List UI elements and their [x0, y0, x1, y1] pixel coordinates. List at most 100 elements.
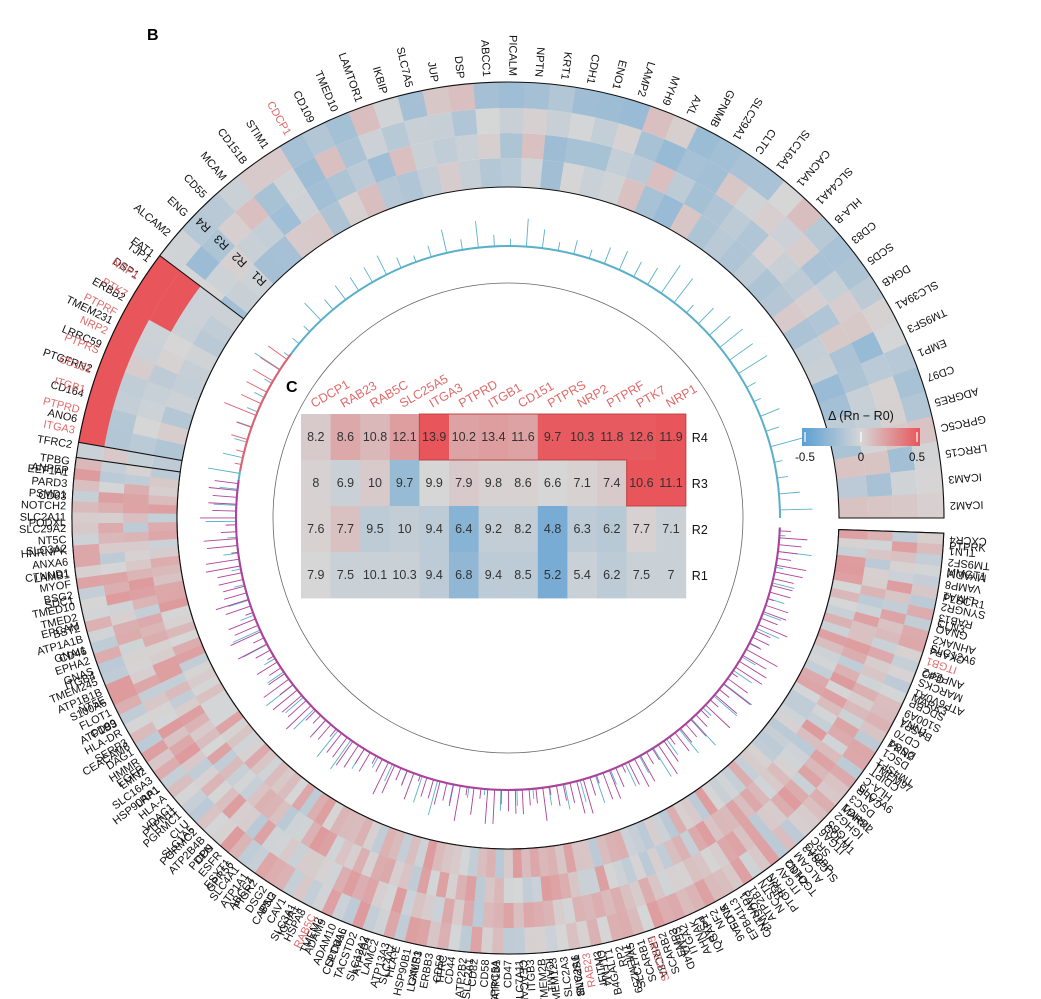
circ-cell — [360, 877, 380, 905]
cell-value-label: 8.6 — [337, 430, 354, 444]
circ-cell — [291, 782, 316, 812]
cell-value-label: 5.2 — [544, 568, 561, 582]
circ-cell — [164, 680, 192, 701]
dendrogram-leaf — [548, 786, 553, 806]
dendrogram-leaf — [624, 763, 637, 787]
dendrogram-leaf — [778, 544, 802, 548]
circ-cell — [431, 841, 446, 872]
circ-cell — [279, 133, 315, 169]
circ-cell — [236, 838, 262, 867]
circ-cell — [272, 863, 296, 892]
dendrogram-leaf — [647, 267, 658, 285]
circ-cell — [878, 683, 907, 705]
circ-cell — [842, 699, 870, 721]
circ-cell — [100, 561, 127, 575]
circ-cell — [123, 540, 150, 553]
circ-cell — [123, 483, 150, 496]
heatmap-cell — [567, 506, 598, 553]
circ-cell — [634, 820, 655, 851]
circ-cell — [124, 712, 153, 735]
circ-cell — [670, 834, 692, 862]
circ-cell — [479, 158, 502, 189]
circ-cell — [72, 533, 99, 546]
dendrogram-leaf — [521, 789, 524, 815]
circ-cell — [159, 764, 188, 790]
circ-cell — [618, 98, 651, 131]
circ-cell — [378, 857, 397, 884]
dendrogram-leaf — [595, 775, 606, 803]
circ-cell — [801, 795, 829, 822]
dendrogram-leaf — [267, 345, 288, 360]
circ-cell — [190, 674, 221, 697]
circ-cell — [321, 801, 344, 831]
cell-value-label: 6.3 — [574, 522, 591, 536]
circ-cell — [645, 900, 666, 929]
circ-cell — [256, 754, 284, 783]
gene-label: TFRC — [434, 954, 450, 985]
circ-cell — [77, 584, 106, 601]
circ-cell — [123, 493, 149, 505]
circ-cell — [778, 748, 804, 773]
circ-cell — [619, 826, 638, 858]
circ-cell — [915, 466, 944, 495]
circ-cell — [783, 317, 819, 351]
circ-cell — [388, 860, 406, 887]
circ-cell — [165, 620, 197, 639]
dendrogram-leaf — [375, 759, 383, 772]
circ-cell — [464, 875, 477, 902]
circ-cell — [720, 862, 745, 891]
circ-cell — [123, 502, 149, 514]
heatmap-cell — [389, 506, 420, 553]
gene-label: NPTN — [532, 47, 546, 78]
cell-value-label: 6.6 — [544, 476, 561, 490]
circ-cell — [301, 122, 337, 157]
circ-cell — [157, 717, 184, 740]
circ-cell — [416, 164, 444, 198]
heatmap-cell — [301, 506, 331, 553]
dendrogram-leaf — [217, 572, 242, 579]
circ-cell — [890, 550, 917, 564]
circ-cell — [739, 787, 764, 813]
circ-cell — [325, 834, 346, 862]
circ-cell — [683, 181, 716, 215]
circ-cell — [252, 819, 277, 846]
dendrogram-leaf — [207, 467, 240, 474]
circ-cell — [306, 792, 330, 822]
cell-value-label: 10.2 — [452, 430, 476, 444]
dendrogram-leaf — [279, 684, 294, 696]
cell-value-label: 7.1 — [574, 476, 591, 490]
cell-value-label: 5.4 — [574, 568, 591, 582]
circ-cell — [611, 829, 630, 860]
circ-cell — [180, 749, 207, 774]
dendrogram-leaf — [272, 689, 298, 711]
circ-cell — [674, 888, 696, 917]
circ-cell — [332, 865, 353, 893]
circ-cell — [829, 671, 857, 692]
circ-cell — [148, 364, 178, 391]
cluster-outline — [77, 254, 245, 462]
circ-cell — [820, 687, 848, 709]
circ-cell — [500, 133, 524, 159]
colorbar-tick-label: -0.5 — [795, 452, 815, 464]
circ-cell — [215, 710, 244, 735]
heatmap-cell — [360, 552, 391, 599]
circ-cell — [210, 301, 244, 332]
cell-value-label: 8.2 — [514, 522, 531, 536]
circ-cell — [128, 433, 157, 456]
circ-cell — [184, 343, 219, 372]
circ-cell — [177, 358, 212, 387]
circ-cell — [636, 903, 655, 933]
dendrogram-leaf — [745, 648, 778, 667]
circ-cell — [356, 182, 388, 218]
heatmap-cell — [508, 460, 539, 507]
dendrogram-leaf — [542, 787, 548, 821]
heatmap-cell — [360, 460, 391, 507]
summary-heatmap: 8.2 8.6 10.8 12.1 13.9 10.2 13.4 11.6 9.7 10.3 11.… — [301, 372, 708, 599]
circ-cell — [883, 343, 918, 377]
dendrogram-leaf — [205, 565, 241, 573]
dendrogram-leaf — [666, 738, 679, 755]
circ-cell — [673, 861, 694, 889]
colorbar-title: Δ (Rn − R0) — [828, 409, 894, 423]
circ-cell — [787, 810, 814, 838]
circ-cell — [609, 886, 627, 914]
